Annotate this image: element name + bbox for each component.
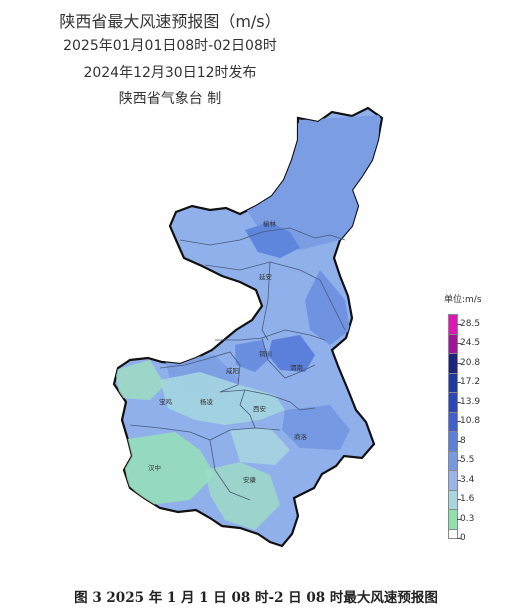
prefecture-boundaries — [129, 227, 346, 501]
city-yangling: 杨凌 — [200, 397, 214, 406]
wind-zone-weinan — [268, 335, 315, 372]
legend-swatch — [448, 372, 458, 394]
city-markers: 榆林 延安 铜川 渭南 宝鸡 杨凌 咸阳 西安 商洛 汉中 安康 — [148, 219, 308, 484]
legend-label: 8 — [460, 435, 466, 446]
legend-tick — [457, 518, 461, 520]
wind-zone-yulin — [245, 222, 300, 258]
legend-label: 0.3 — [460, 513, 475, 524]
legend-swatch — [448, 528, 458, 539]
city-yulin: 榆林 — [263, 219, 277, 228]
forecast-period: 2025年01月01日08时-02日08时 — [63, 38, 277, 54]
city-baoji: 宝鸡 — [159, 397, 173, 406]
legend-label: 5.5 — [460, 455, 475, 466]
legend-tick — [457, 499, 461, 501]
legend-label: 13.9 — [460, 396, 481, 407]
map-title: 陕西省最大风速预报图（m/s） — [59, 12, 281, 31]
legend-swatch — [448, 333, 458, 355]
legend-label: 17.2 — [460, 377, 481, 388]
calm-zone-guanzhong — [160, 372, 285, 425]
calm-zone-west — [115, 360, 165, 400]
legend-swatch — [448, 470, 458, 492]
legend-unit: 单位:m/s — [444, 295, 482, 305]
legend-tick — [457, 421, 461, 423]
legend-label: 20.8 — [460, 357, 481, 368]
city-hanzhong: 汉中 — [148, 463, 161, 472]
legend-tick — [457, 382, 461, 384]
city-xian: 西安 — [253, 404, 267, 413]
legend-label: 1.6 — [460, 494, 475, 505]
wind-zone-tongchuan — [235, 340, 270, 372]
city-tongchuan: 铜川 — [259, 349, 272, 358]
legend-tick — [457, 460, 461, 462]
wind-zone-shangluo — [282, 405, 350, 450]
city-shangluo: 商洛 — [294, 432, 308, 441]
issue-time: 2024年12月30日12时发布 — [83, 65, 257, 81]
wind-zone-north — [240, 115, 380, 250]
legend-tick — [457, 479, 461, 481]
legend-label: 0 — [460, 533, 466, 544]
legend-swatch — [448, 450, 458, 472]
calm-zone-ankang — [230, 428, 290, 465]
city-ankang: 安康 — [243, 475, 257, 484]
legend-label: 24.5 — [460, 338, 481, 349]
legend-tick — [457, 343, 461, 345]
calm-zone-south — [205, 462, 280, 530]
legend-swatch — [448, 314, 458, 336]
legend-swatch — [448, 509, 458, 531]
legend-label: 10.8 — [460, 416, 481, 427]
legend-tick — [457, 323, 461, 325]
legend-tick — [457, 401, 461, 403]
city-yanan: 延安 — [259, 272, 273, 281]
legend-swatch — [448, 411, 458, 433]
legend-swatch — [448, 431, 458, 453]
legend-label: 28.5 — [460, 318, 481, 329]
legend-tick — [457, 538, 461, 540]
wind-field — [115, 115, 380, 530]
city-xianyang: 咸阳 — [226, 366, 239, 375]
figure-caption: 图 3 2025 年 1 月 1 日 08 时-2 日 08 时最大风速预报图 — [74, 590, 438, 606]
producer-line: 陕西省气象台 制 — [118, 91, 222, 107]
wind-speed-legend: 单位:m/s 28.5 24.5 20.8 17.2 13.9 10.8 8 5.5 3.4 1.… — [430, 292, 510, 544]
legend-swatch — [448, 392, 458, 414]
legend-label: 3.4 — [460, 474, 475, 485]
wind-zone-east — [305, 270, 350, 345]
legend-tick — [457, 440, 461, 442]
map-header: 陕西省最大风速预报图（m/s） 2025年01月01日08时-02日08时 20… — [0, 0, 512, 120]
city-weinan: 渭南 — [290, 363, 304, 372]
legend-swatch — [448, 353, 458, 375]
shaanxi-wind-map: 榆林 延安 铜川 渭南 宝鸡 杨凌 咸阳 西安 商洛 汉中 安康 — [112, 106, 384, 548]
legend-swatch — [448, 489, 458, 511]
calm-zone-hanzhong — [120, 432, 215, 505]
legend-tick — [457, 362, 461, 364]
